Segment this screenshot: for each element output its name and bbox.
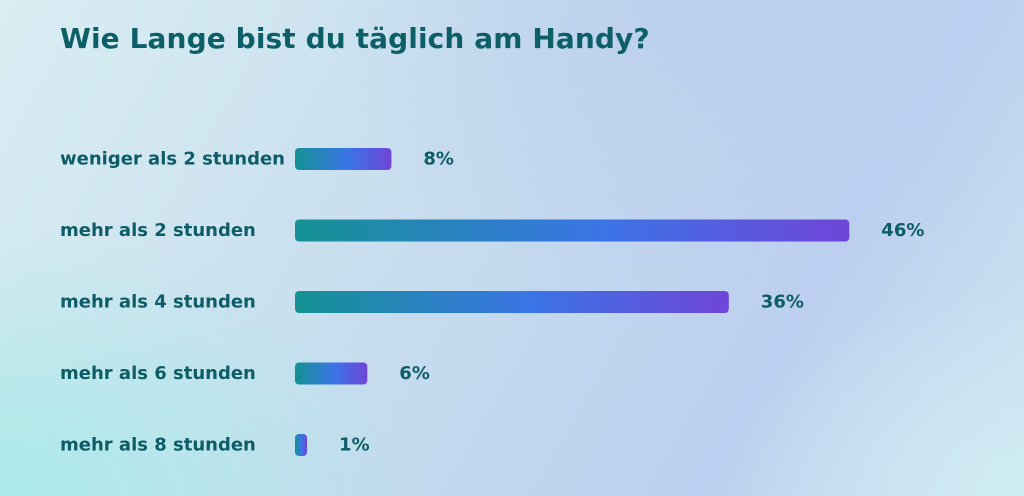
bars-layer: weniger als 2 stunden 8% mehr als 2 stunde… [60,148,924,456]
category-label: mehr als 6 stunden [60,363,256,384]
value-label: 36% [761,292,804,313]
value-label: 46% [881,220,924,241]
value-label: 6% [399,363,430,384]
bar [295,362,368,385]
value-label: 8% [423,149,454,170]
chart-title: Wie Lange bist du täglich am Handy? [60,22,650,55]
category-label: mehr als 2 stunden [60,220,256,241]
bar [295,219,850,242]
bar [295,434,308,456]
category-label: mehr als 4 stunden [60,292,256,313]
value-label: 1% [339,435,370,456]
category-label: weniger als 2 stunden [60,149,285,170]
bar [295,291,729,313]
bar [295,148,392,170]
category-label: mehr als 8 stunden [60,435,256,456]
